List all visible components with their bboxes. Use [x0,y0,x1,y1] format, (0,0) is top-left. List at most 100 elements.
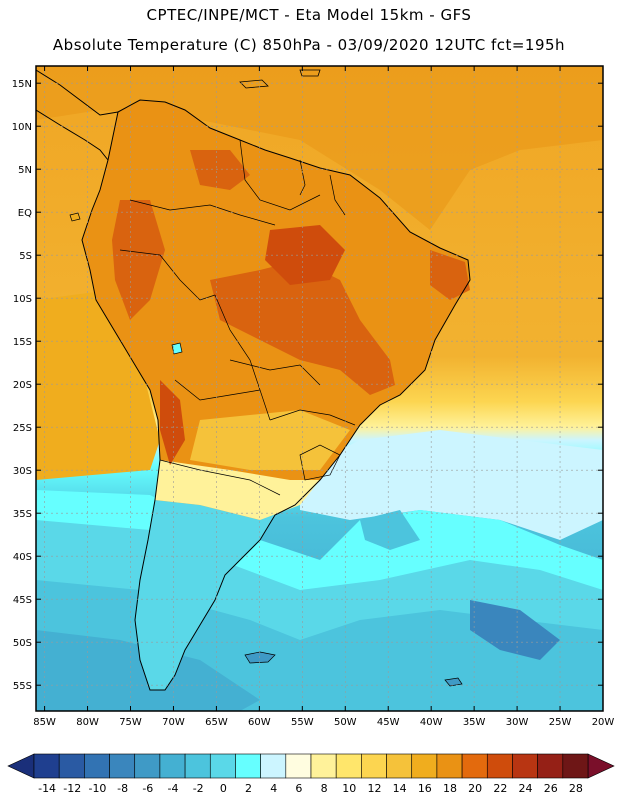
lon-label: 45W [377,717,400,728]
colorbar-label: -6 [142,782,153,795]
lat-label: 55S [13,681,32,692]
colorbar-swatch [335,753,362,779]
hot-northeast [430,250,470,300]
chaco-warm [190,410,350,470]
colorbar-swatch [209,753,236,779]
colorbar-swatch [461,753,488,779]
longitude-axis: 85W 80W 75W 70W 65W 60W 55W 50W 45W 40W 35W 30W 25W 2… [33,66,614,728]
lat-label: 15N [12,79,32,90]
lat-label: 5N [18,165,32,176]
temperature-colorbar: -14 -12 -10 -8 -6 -4 -2 0 2 4 6 8 10 12 14 16 18 20 22 24 26… [7,753,615,795]
hot-core-amazon [265,225,345,285]
colorbar-swatch [109,753,136,779]
colorbar-label: -10 [88,782,106,795]
lat-label: 25S [13,423,32,434]
colorbar-swatch [235,753,261,779]
lat-label: 5S [19,251,32,262]
colorbar-swatch [159,753,186,779]
colorbar-label: 0 [220,782,227,795]
colorbar-label: 12 [367,782,381,795]
colorbar-label: 10 [342,782,356,795]
lon-label: 65W [205,717,228,728]
colorbar-swatch [562,753,589,779]
colorbar-label: 18 [443,782,457,795]
lon-label: 50W [334,717,357,728]
colorbar-swatch [310,753,337,779]
central-america-coast [36,69,119,116]
colorbar-label: 26 [544,782,558,795]
colorbar-label: -8 [117,782,128,795]
lat-label: 30S [13,466,32,477]
colorbar-swatch [58,753,85,779]
colorbar-label: 22 [493,782,507,795]
patagonia-cold [135,500,295,690]
lat-label: 10S [13,294,32,305]
lon-label: 25W [549,717,572,728]
lon-label: 85W [33,717,56,728]
caribbean-islands [239,79,269,89]
colorbar-swatch [361,753,387,779]
colorbar-swatch [537,753,564,779]
colorbar-label: -12 [63,782,81,795]
lon-label: 35W [463,717,486,728]
map-fill [36,66,603,711]
south-georgia [444,677,463,687]
colorbar-label: 14 [393,782,407,795]
lon-label: 75W [119,717,142,728]
lat-label: EQ [18,208,32,219]
hot-venezuela [190,150,250,190]
colorbar-swatch [260,753,287,779]
pampas-mild [155,460,320,520]
cold-pocket-east [470,600,560,660]
colorbar-swatch [386,753,413,779]
colorbar-swatch [411,753,438,779]
colorbar-label: 2 [245,782,252,795]
lat-label: 35S [13,509,32,520]
lat-label: 20S [13,380,32,391]
colorbar-label: 8 [321,782,328,795]
colorbar-swatch [486,753,513,779]
colorbar-swatch [184,753,211,779]
hot-andes-north [112,200,165,320]
lon-label: 40W [420,717,443,728]
caribbean-islands-east [299,69,321,77]
colorbar-label: 24 [519,782,533,795]
lon-label: 60W [248,717,271,728]
colorbar-swatch [134,753,161,779]
colorbar-label: -4 [168,782,179,795]
lat-label: 40S [13,552,32,563]
colorbar-swatch [33,753,60,779]
lat-label: 50S [13,638,32,649]
colorbar-swatch [512,753,538,779]
colorbar-label: 16 [418,782,432,795]
map-frame [35,65,604,712]
colorbar-low-arrow [7,753,35,779]
colorbar-label: -14 [38,782,56,795]
coastline [81,99,471,691]
colorbar-swatch [285,753,312,779]
colorbar-label: -2 [193,782,204,795]
country-borders [119,139,356,496]
lat-label: 45S [13,595,32,606]
falkland-islands [244,651,276,664]
lat-label: 15S [13,337,32,348]
colorbar-swatch [84,753,110,779]
map-title-line1: CPTEC/INPE/MCT - Eta Model 15km - GFS [146,6,472,24]
colorbar-label: 28 [569,782,583,795]
colorbar-label: 4 [270,782,277,795]
map-title-line2: Absolute Temperature (C) 850hPa - 03/09/… [52,36,566,54]
colorbar-high-arrow [587,753,615,779]
lon-label: 30W [506,717,529,728]
colorbar-label: 20 [468,782,482,795]
lon-label: 70W [162,717,185,728]
latitude-axis: 15N 10N 5N EQ 5S 10S 15S 20S 25S 30S 35S 40S 45S 50S 5… [12,79,603,692]
galapagos [69,212,81,222]
colorbar-label: 6 [295,782,302,795]
lon-label: 20W [592,717,615,728]
lat-label: 10N [12,122,32,133]
hot-andes-south [160,380,185,465]
central-america-coast-south [36,109,109,161]
lon-label: 55W [291,717,314,728]
cool-band-east [300,430,603,540]
